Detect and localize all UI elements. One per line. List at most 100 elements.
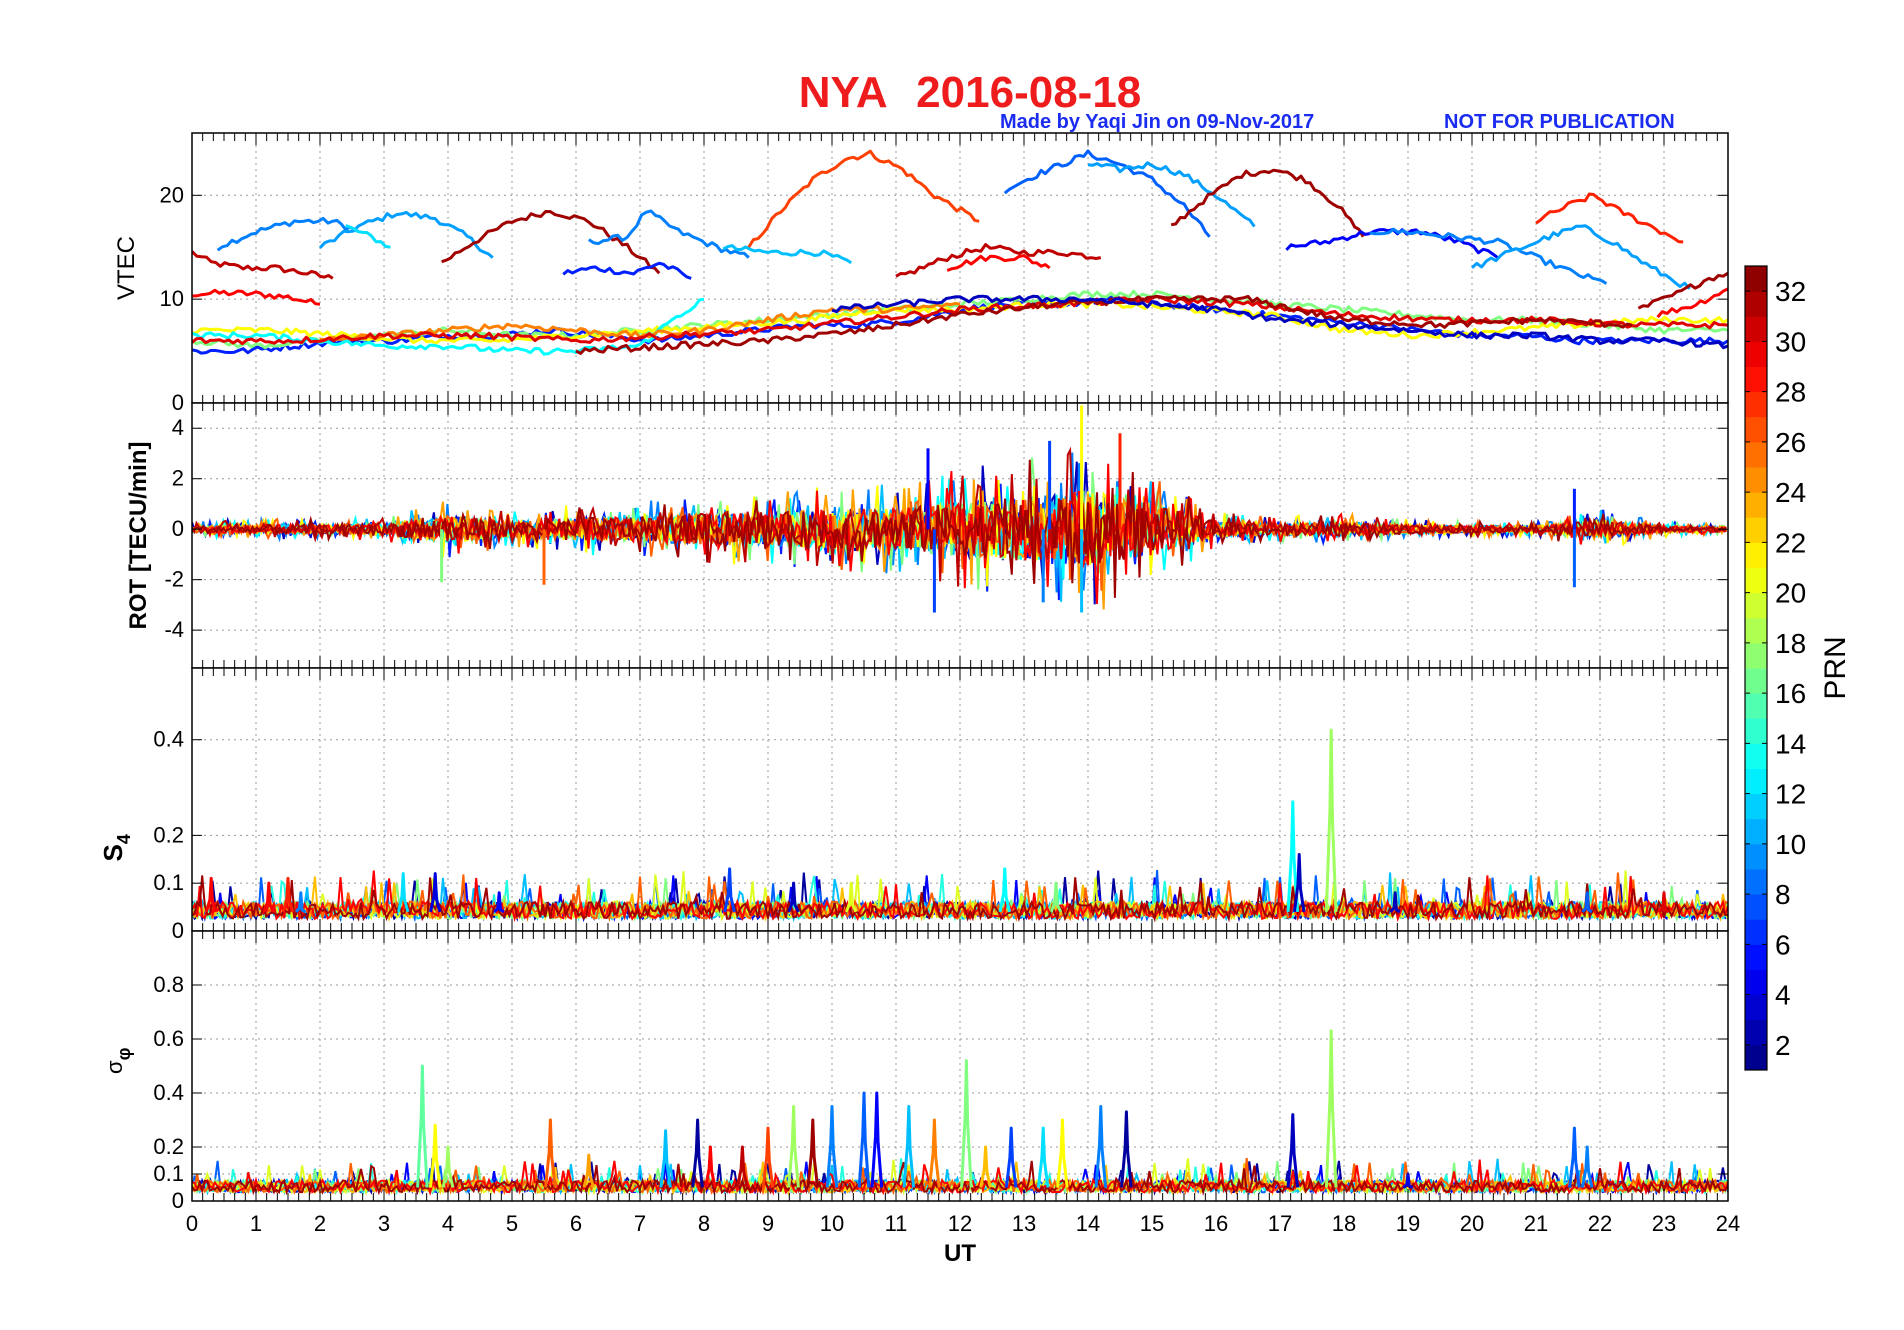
s4-spike — [1658, 891, 1670, 914]
sigma-phi-spike — [902, 1105, 916, 1188]
s4-spike — [1324, 728, 1338, 912]
colorbar-segment — [1745, 266, 1767, 292]
vtec-series-prn-8 — [1003, 149, 1211, 238]
colorbar-tick-label: 28 — [1775, 377, 1806, 408]
vtec-series-prn-9 — [216, 216, 360, 252]
colorbar-segment — [1745, 341, 1767, 367]
colorbar-tick-label: 32 — [1775, 276, 1806, 307]
colorbar-segment — [1745, 1044, 1767, 1071]
sigma-phi-spike — [1120, 1110, 1133, 1188]
colorbar-segment — [1745, 818, 1767, 845]
colorbar-tick-label: 8 — [1775, 879, 1791, 910]
s4-spike — [204, 876, 218, 913]
credit-text: Made by Yaqi Jin on 09-Nov-2017 — [1000, 111, 1315, 133]
sigma-phi-spike — [1402, 1172, 1414, 1189]
s4-spike — [787, 881, 800, 913]
vtec-series-prn-29 — [1656, 287, 1728, 319]
colorbar-tick-label: 16 — [1775, 678, 1806, 709]
sigma-phi-series-prn-26 — [192, 1157, 1728, 1197]
y-axis-label: σφ — [102, 1047, 134, 1074]
y-tick-label: 0 — [172, 516, 184, 541]
colorbar-tick-label: 6 — [1775, 929, 1791, 960]
x-tick-label: 24 — [1716, 1211, 1740, 1236]
sigma-phi-spike — [1580, 1145, 1594, 1188]
colorbar-segment — [1745, 843, 1767, 870]
sigma-phi-spike — [1056, 1118, 1069, 1188]
x-tick-label: 10 — [820, 1211, 844, 1236]
colorbar-segment — [1745, 642, 1767, 669]
vtec-series-prn-29 — [192, 288, 321, 306]
sigma-phi-spike — [960, 1059, 973, 1188]
colorbar-segment — [1745, 693, 1767, 719]
sigma-phi-spike — [1036, 1126, 1050, 1188]
data-layer — [192, 149, 1728, 356]
y-tick-label: 0.1 — [153, 870, 184, 895]
y-axis-label: ROT [TECU/min] — [125, 442, 152, 630]
sigma-phi-spike — [1568, 1126, 1581, 1188]
y-tick-label: 0 — [172, 390, 184, 415]
x-tick-label: 13 — [1012, 1211, 1036, 1236]
plot-area — [192, 133, 1728, 403]
colorbar-frame — [1744, 265, 1768, 1071]
colorbar-segment — [1745, 416, 1767, 443]
sigma-phi-spike — [428, 1123, 442, 1188]
sigma-phi-spike — [928, 1118, 941, 1188]
s4-spike — [1049, 881, 1063, 913]
colorbar-segment — [1745, 366, 1767, 393]
sigma-phi-spike — [787, 1105, 800, 1188]
colorbar-segment — [1745, 743, 1767, 769]
vtec-series-prn-9 — [587, 209, 750, 259]
rot-series-prn-32 — [192, 459, 1727, 598]
vtec-series-prn-12 — [345, 224, 391, 249]
colorbar-tick-label: 24 — [1775, 477, 1806, 508]
sigma-phi-spike — [1286, 1113, 1300, 1188]
publication-notice: NOT FOR PUBLICATION — [1444, 111, 1675, 133]
y-tick-label: 0.2 — [153, 822, 184, 847]
rot-series-prn-31 — [192, 446, 1727, 587]
y-tick-label: 4 — [172, 415, 184, 440]
vtec-series-prn-9 — [1369, 227, 1608, 285]
y-axis-label: S4 — [98, 834, 134, 861]
sigma-phi-spike — [806, 1118, 820, 1188]
y-tick-label: 0 — [172, 1188, 184, 1213]
s4-spike — [723, 867, 736, 913]
colorbar-segment — [1745, 944, 1767, 970]
colorbar-segment — [1745, 919, 1767, 945]
y-tick-label: -2 — [164, 567, 184, 592]
colorbar-label: PRN — [1819, 636, 1852, 699]
colorbar-segment — [1745, 467, 1767, 493]
figure-title: NYA 2016-08-18 — [798, 68, 1142, 117]
vtec-series-prn-6 — [562, 261, 692, 280]
x-tick-label: 16 — [1204, 1211, 1228, 1236]
colorbar-tick-label: 2 — [1775, 1030, 1791, 1061]
sigma-phi-spike — [736, 1145, 749, 1188]
colorbar-tick-label: 4 — [1775, 980, 1791, 1011]
s4-spike — [1286, 800, 1300, 912]
sigma-phi-spike — [691, 1118, 704, 1188]
vtec-panel: 0 10 20 VTEC — [113, 132, 1729, 415]
y-tick-label: 10 — [160, 286, 184, 311]
colorbar-segment — [1745, 869, 1767, 895]
x-tick-label: 19 — [1396, 1211, 1420, 1236]
colorbar-tick-label: 22 — [1775, 527, 1806, 558]
x-tick-label: 20 — [1460, 1211, 1484, 1236]
colorbar-tick-label: 20 — [1775, 578, 1806, 609]
sigma-phi-spike — [544, 1118, 557, 1188]
vtec-series-prn-10 — [318, 210, 494, 259]
sigma-phi-spike — [659, 1129, 672, 1188]
sigma-phi-spike — [1004, 1126, 1018, 1188]
y-tick-label: 0.6 — [153, 1026, 184, 1051]
s4-spike — [1292, 852, 1306, 913]
y-tick-label: 0.2 — [153, 1134, 184, 1159]
s4-spike — [998, 867, 1012, 913]
vtec-series-prn-30 — [192, 295, 1728, 346]
s4-spike — [493, 891, 505, 914]
vtec-series-prn-28 — [1535, 192, 1684, 244]
s4-spike — [396, 872, 410, 913]
y-tick-label: 0 — [172, 918, 184, 943]
y-tick-label: 20 — [160, 182, 184, 207]
colorbar-segment — [1745, 793, 1767, 820]
x-tick-label: 8 — [698, 1211, 710, 1236]
